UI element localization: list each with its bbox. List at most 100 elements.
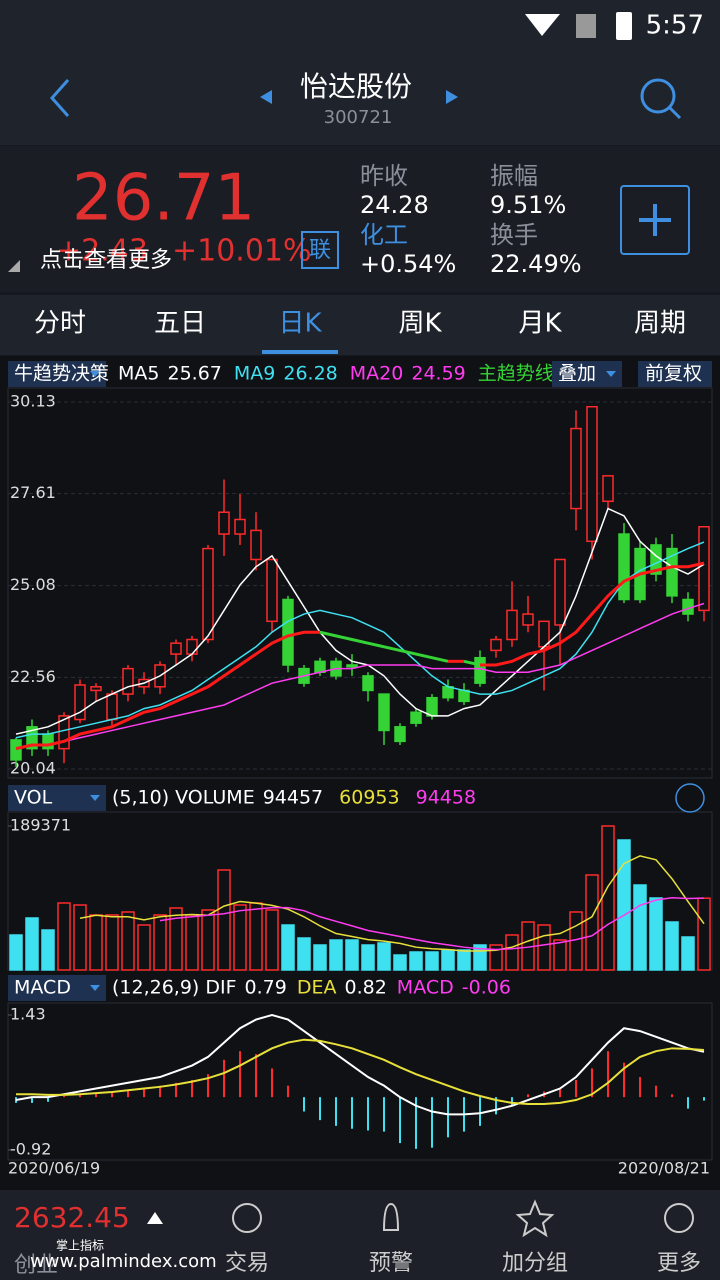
label: VOLUME xyxy=(175,787,255,809)
tab[interactable]: 日K xyxy=(278,309,322,339)
legend-value: 25.67 xyxy=(167,363,221,385)
macd-line xyxy=(16,1038,705,1106)
trend-line xyxy=(15,630,320,751)
candle-body xyxy=(90,686,102,692)
dropdown-label: MACD xyxy=(14,977,71,999)
legend-value: 24.59 xyxy=(411,363,465,385)
nav-item[interactable]: 交易 xyxy=(225,1251,269,1276)
dropdown-arrow xyxy=(90,795,100,801)
candle-body xyxy=(26,726,38,750)
y-tick-label: 1.43 xyxy=(10,1005,46,1024)
prev-stock[interactable] xyxy=(260,90,272,104)
next-stock[interactable] xyxy=(446,90,458,104)
button-label: 前复权 xyxy=(645,363,702,385)
expand-button[interactable] xyxy=(675,783,705,813)
volume-bar xyxy=(425,951,439,971)
search-button[interactable] xyxy=(640,78,676,114)
volume-bar xyxy=(201,909,215,971)
nav-item[interactable]: 加分组 xyxy=(502,1251,568,1276)
volume-bar xyxy=(73,904,87,971)
volume-bar xyxy=(281,924,295,971)
label: MACD xyxy=(397,977,454,999)
candle-body xyxy=(458,689,470,703)
label: 94457 xyxy=(263,787,323,809)
dropdown[interactable] xyxy=(8,361,106,387)
label: 0.79 xyxy=(245,977,287,999)
tab[interactable]: 月K xyxy=(518,309,562,339)
volume-bar xyxy=(553,939,567,971)
volume-bar xyxy=(153,914,167,971)
candle-body xyxy=(346,664,358,668)
field-label[interactable]: 化工 xyxy=(360,221,408,249)
stock-code: 300721 xyxy=(324,107,393,128)
volume-bar xyxy=(617,839,631,971)
label: 94458 xyxy=(416,787,476,809)
tab-indicator xyxy=(262,350,338,354)
tab[interactable]: 周期 xyxy=(634,309,686,339)
nav-icon xyxy=(232,1203,262,1233)
nav-icon xyxy=(515,1199,555,1238)
battery-icon xyxy=(616,12,632,40)
nav-item[interactable]: 预警 xyxy=(369,1251,413,1276)
button[interactable] xyxy=(638,361,712,387)
nav-item[interactable]: 更多 xyxy=(657,1251,701,1276)
y-tick-label: 25.08 xyxy=(10,575,56,594)
candle-body xyxy=(202,547,214,641)
dropdown[interactable] xyxy=(8,785,106,811)
candle-body xyxy=(186,638,198,655)
ma-line xyxy=(15,541,705,739)
candle-body xyxy=(394,726,406,743)
candle-body xyxy=(362,675,374,692)
legend-value: 26.28 xyxy=(283,363,337,385)
volume-bar xyxy=(681,936,695,971)
volume-bar xyxy=(409,951,423,971)
dropdown-arrow xyxy=(90,985,100,991)
volume-bar xyxy=(89,914,103,971)
clock: 5:57 xyxy=(646,11,704,41)
candle-body xyxy=(426,696,438,717)
volume-bar xyxy=(297,937,311,971)
x-label: 2020/08/21 xyxy=(618,1159,710,1178)
candle-body xyxy=(282,598,294,666)
price: 26.71 xyxy=(72,162,255,236)
y-tick-label: 30.13 xyxy=(10,392,56,411)
candle-body xyxy=(10,739,22,761)
field-value: +0.54% xyxy=(360,250,456,278)
label: 0.82 xyxy=(344,977,386,999)
volume-bar xyxy=(377,942,391,971)
candle-body xyxy=(474,656,486,684)
y-tick-label: 27.61 xyxy=(10,483,56,502)
quote-bg xyxy=(0,146,720,292)
chart-frame xyxy=(7,387,713,779)
stock-name: 怡达股份 xyxy=(300,70,412,103)
volume-bar xyxy=(537,924,551,971)
label: (12,26,9) xyxy=(112,977,199,999)
tab[interactable]: 五日 xyxy=(154,309,206,339)
volume-bar xyxy=(41,929,55,971)
search-handle xyxy=(668,106,682,120)
ma-line xyxy=(15,507,705,735)
label: -0.06 xyxy=(462,977,511,999)
candle-body xyxy=(554,558,566,626)
volume-bar xyxy=(233,904,247,971)
dropdown[interactable] xyxy=(8,975,106,1001)
y-tick-label: -0.92 xyxy=(10,1140,51,1159)
market: 创业 xyxy=(14,1253,58,1278)
volume-bar xyxy=(345,939,359,971)
volume-bar xyxy=(105,914,119,971)
label: 60953 xyxy=(339,787,399,809)
candle-body xyxy=(586,405,598,543)
volume-bar xyxy=(361,944,375,971)
candle-body xyxy=(698,526,710,612)
field-value: 9.51% xyxy=(490,191,566,219)
tip[interactable]: 点击查看更多 xyxy=(40,248,172,273)
back-button[interactable] xyxy=(49,79,70,117)
add-button[interactable] xyxy=(620,185,690,255)
candle-body xyxy=(106,693,118,721)
tab[interactable]: 分时 xyxy=(34,309,86,339)
tab[interactable]: 周K xyxy=(398,309,442,339)
volume-bar xyxy=(121,911,135,971)
link-button[interactable] xyxy=(301,231,339,269)
candle-body xyxy=(122,667,134,695)
